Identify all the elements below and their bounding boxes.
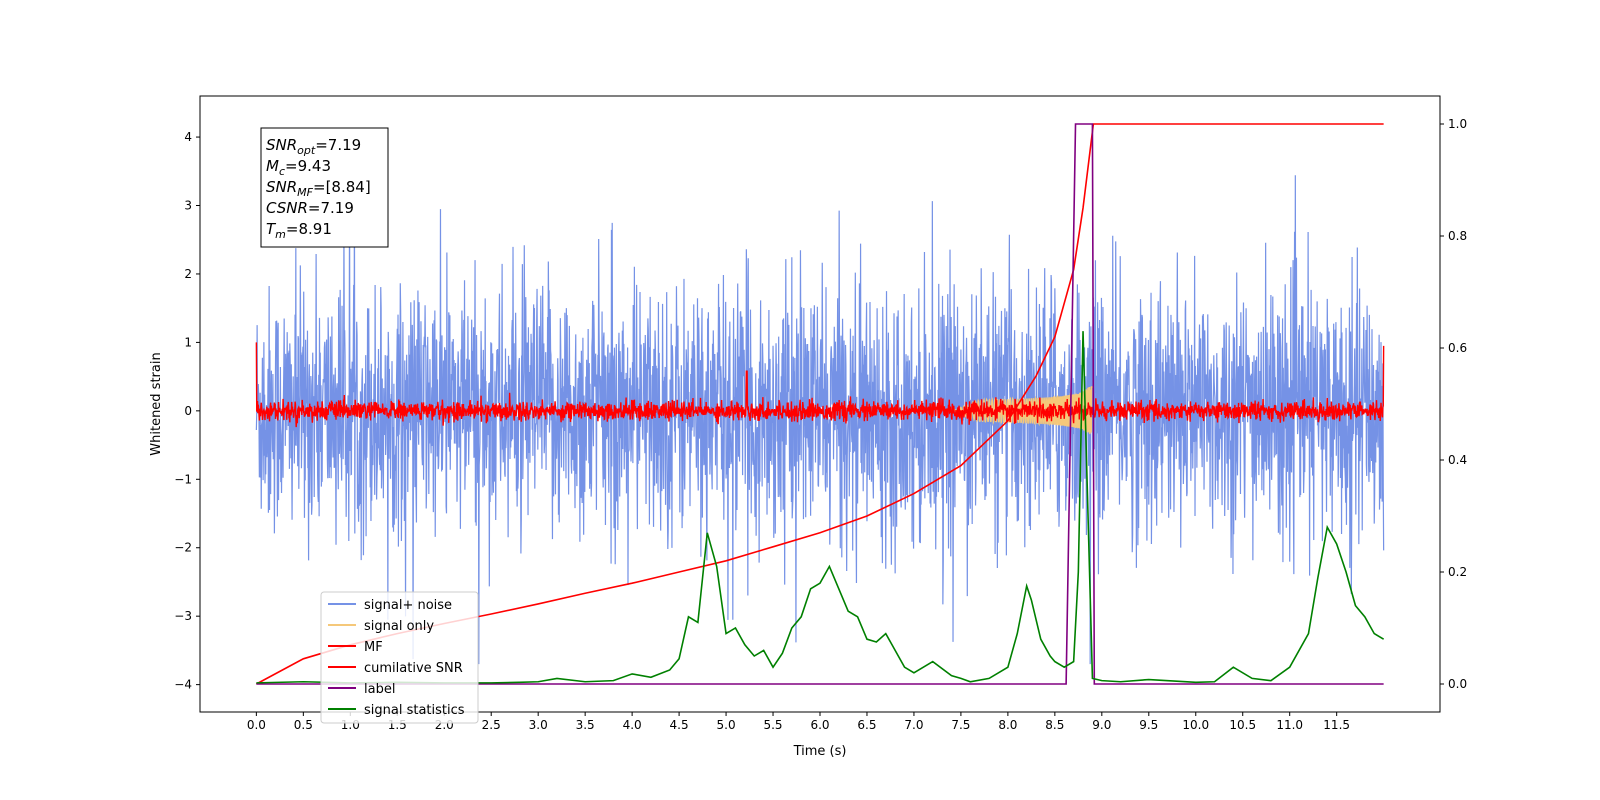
x-tick-label: 3.0: [529, 718, 548, 732]
series-mf: [255, 342, 1385, 428]
legend-label: signal+ noise: [364, 598, 452, 613]
y-tick-label: 2: [184, 267, 192, 281]
legend-frame: [320, 591, 479, 724]
info-snr-mf: SNRMF=[8.84]: [266, 178, 371, 199]
legend-item-label: label: [328, 682, 395, 697]
x-tick-label: 8.5: [1045, 718, 1064, 732]
x-tick-label: 6.5: [857, 718, 876, 732]
x-tick-label: 2.5: [482, 718, 501, 732]
x-tick-label: 5.5: [763, 718, 782, 732]
info-snr-opt: SNRopt=7.19: [266, 136, 361, 157]
x-tick-label: 9.5: [1139, 718, 1158, 732]
x-axis-label: Time (s): [793, 744, 847, 759]
series-signal-statistics: [256, 331, 1385, 684]
legend-item-signal-noise: signal+ noise: [328, 598, 452, 613]
legend-label: signal only: [364, 619, 434, 634]
x-tick-label: 0.0: [247, 718, 266, 732]
right-y-tick-label: 1.0: [1448, 117, 1467, 131]
right-y-tick-label: 0.4: [1448, 453, 1467, 467]
x-tick-label: 9.0: [1092, 718, 1111, 732]
x-tick-label: 10.0: [1182, 718, 1209, 732]
y-tick-label: −4: [174, 678, 192, 692]
legend-label: signal statistics: [364, 703, 465, 718]
right-y-tick-label: 0.0: [1448, 677, 1467, 691]
x-tick-label: 4.0: [623, 718, 642, 732]
x-tick-label: 0.5: [294, 718, 313, 732]
x-axis-ticks: 0.0 0.5 1.0 1.5 2.0 2.5 3.0 3.5 4.0 4.5 5.0 5.5 6.0 6…: [247, 712, 1350, 732]
x-tick-label: 11.5: [1323, 718, 1350, 732]
x-tick-label: 3.5: [576, 718, 595, 732]
legend: signal+ noise signal only MF cumilative …: [320, 591, 479, 724]
info-box: SNRopt=7.19 Mc=9.43 SNRMF=[8.84] CSNR=7.…: [260, 127, 389, 248]
y-axis-label: Whitened strain: [149, 352, 164, 455]
x-tick-label: 6.0: [810, 718, 829, 732]
x-tick-label: 7.0: [904, 718, 923, 732]
left-y-axis-ticks: 4 3 2 1 0 −1 −2 −3 −4: [174, 130, 200, 692]
y-tick-label: 0: [184, 404, 192, 418]
right-y-axis-ticks: 1.0 0.8 0.6 0.4 0.2 0.0: [1440, 117, 1467, 691]
series-signal-noise: [255, 175, 1385, 665]
y-tick-label: 3: [184, 199, 192, 213]
legend-item-cumulative-snr: cumilative SNR: [328, 661, 463, 676]
right-y-tick-label: 0.2: [1448, 565, 1467, 579]
y-tick-label: 1: [184, 335, 192, 349]
x-tick-label: 5.0: [717, 718, 736, 732]
legend-item-signal-statistics: signal statistics: [328, 703, 465, 718]
info-tm: Tm=8.91: [266, 220, 332, 241]
right-y-tick-label: 0.6: [1448, 341, 1467, 355]
x-tick-label: 4.5: [670, 718, 689, 732]
legend-label: label: [364, 682, 395, 697]
legend-label: cumilative SNR: [364, 661, 463, 676]
info-mc: Mc=9.43: [266, 157, 331, 178]
info-box-frame: [260, 127, 389, 248]
y-tick-label: −2: [174, 541, 192, 555]
legend-item-mf: MF: [328, 640, 383, 655]
right-y-tick-label: 0.8: [1448, 229, 1467, 243]
x-tick-label: 8.0: [998, 718, 1017, 732]
series-label: [256, 123, 1384, 685]
x-tick-label: 7.5: [951, 718, 970, 732]
y-tick-label: −1: [174, 472, 192, 486]
legend-label: MF: [364, 640, 383, 655]
info-csnr: CSNR=7.19: [266, 199, 354, 217]
y-tick-label: −3: [174, 609, 192, 623]
x-tick-label: 10.5: [1229, 718, 1256, 732]
legend-item-signal-only: signal only: [328, 619, 434, 634]
x-tick-label: 11.0: [1276, 718, 1303, 732]
y-tick-label: 4: [184, 130, 192, 144]
